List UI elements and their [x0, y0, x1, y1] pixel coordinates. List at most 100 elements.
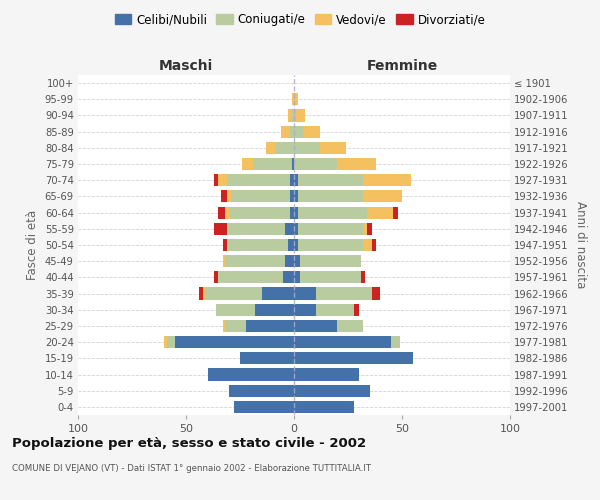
Text: Popolazione per età, sesso e stato civile - 2002: Popolazione per età, sesso e stato civil…	[12, 438, 366, 450]
Bar	[262, 288, 294, 300]
Bar	[394, 206, 398, 218]
Bar	[316, 304, 355, 316]
Bar	[216, 304, 255, 316]
Bar	[199, 288, 203, 300]
Bar	[227, 222, 286, 235]
Bar	[296, 110, 305, 122]
Bar	[225, 255, 286, 268]
Bar	[363, 174, 410, 186]
Bar	[227, 190, 232, 202]
Bar	[367, 222, 372, 235]
Bar	[363, 239, 372, 251]
Bar	[363, 222, 367, 235]
Text: Maschi: Maschi	[159, 58, 213, 72]
Bar	[294, 255, 301, 268]
Bar	[287, 239, 294, 251]
Bar	[218, 206, 225, 218]
Bar	[294, 93, 298, 106]
Bar	[294, 190, 298, 202]
Bar	[294, 272, 301, 283]
Bar	[290, 174, 294, 186]
Bar	[223, 239, 227, 251]
Bar	[294, 110, 296, 122]
Bar	[355, 304, 359, 316]
Bar	[294, 304, 316, 316]
Bar	[164, 336, 167, 348]
Bar	[294, 368, 359, 380]
Bar	[294, 401, 355, 413]
Bar	[298, 206, 367, 218]
Bar	[372, 239, 376, 251]
Bar	[286, 222, 294, 235]
Bar	[287, 110, 292, 122]
Bar	[227, 239, 287, 251]
Bar	[229, 384, 294, 397]
Bar	[167, 336, 175, 348]
Bar	[320, 142, 346, 154]
Bar	[391, 336, 400, 348]
Bar	[337, 320, 363, 332]
Bar	[218, 174, 227, 186]
Text: COMUNE DI VEJANO (VT) - Dati ISTAT 1° gennaio 2002 - Elaborazione TUTTITALIA.IT: COMUNE DI VEJANO (VT) - Dati ISTAT 1° ge…	[12, 464, 371, 473]
Bar	[281, 126, 290, 138]
Bar	[298, 174, 363, 186]
Bar	[221, 190, 227, 202]
Bar	[316, 288, 372, 300]
Bar	[294, 239, 298, 251]
Bar	[229, 206, 290, 218]
Bar	[286, 255, 294, 268]
Bar	[301, 272, 361, 283]
Bar	[292, 110, 294, 122]
Bar	[283, 272, 294, 283]
Bar	[298, 190, 363, 202]
Bar	[225, 206, 229, 218]
Bar	[294, 320, 337, 332]
Bar	[301, 255, 361, 268]
Bar	[294, 336, 391, 348]
Bar	[225, 320, 247, 332]
Bar	[294, 158, 337, 170]
Bar	[266, 142, 275, 154]
Bar	[214, 174, 218, 186]
Bar	[337, 158, 376, 170]
Bar	[292, 158, 294, 170]
Bar	[372, 288, 380, 300]
Legend: Celibi/Nubili, Coniugati/e, Vedovi/e, Divorziati/e: Celibi/Nubili, Coniugati/e, Vedovi/e, Di…	[110, 8, 490, 31]
Bar	[214, 222, 227, 235]
Bar	[208, 368, 294, 380]
Bar	[294, 288, 316, 300]
Text: Femmine: Femmine	[367, 58, 437, 72]
Bar	[294, 174, 298, 186]
Bar	[255, 304, 294, 316]
Bar	[175, 336, 294, 348]
Y-axis label: Anni di nascita: Anni di nascita	[574, 202, 587, 288]
Bar	[240, 352, 294, 364]
Bar	[298, 239, 363, 251]
Bar	[214, 272, 218, 283]
Bar	[290, 206, 294, 218]
Bar	[247, 320, 294, 332]
Bar	[294, 222, 298, 235]
Bar	[223, 255, 225, 268]
Bar	[294, 126, 302, 138]
Bar	[292, 93, 294, 106]
Y-axis label: Fasce di età: Fasce di età	[26, 210, 39, 280]
Bar	[205, 288, 262, 300]
Bar	[233, 401, 294, 413]
Bar	[275, 142, 294, 154]
Bar	[363, 190, 402, 202]
Bar	[302, 126, 320, 138]
Bar	[294, 384, 370, 397]
Bar	[361, 272, 365, 283]
Bar	[294, 142, 320, 154]
Bar	[218, 272, 283, 283]
Bar	[294, 352, 413, 364]
Bar	[294, 206, 298, 218]
Bar	[227, 174, 290, 186]
Bar	[290, 126, 294, 138]
Bar	[242, 158, 253, 170]
Bar	[290, 190, 294, 202]
Bar	[253, 158, 292, 170]
Bar	[367, 206, 394, 218]
Bar	[223, 320, 225, 332]
